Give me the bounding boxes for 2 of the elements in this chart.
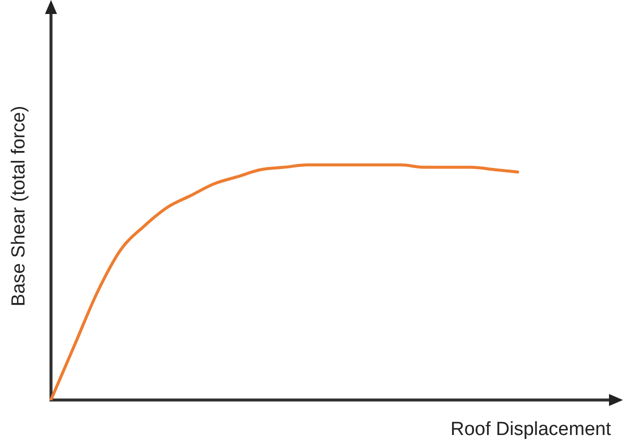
x-axis-title: Roof Displacement — [450, 418, 612, 440]
y-axis-title: Base Shear (total force) — [8, 106, 30, 306]
